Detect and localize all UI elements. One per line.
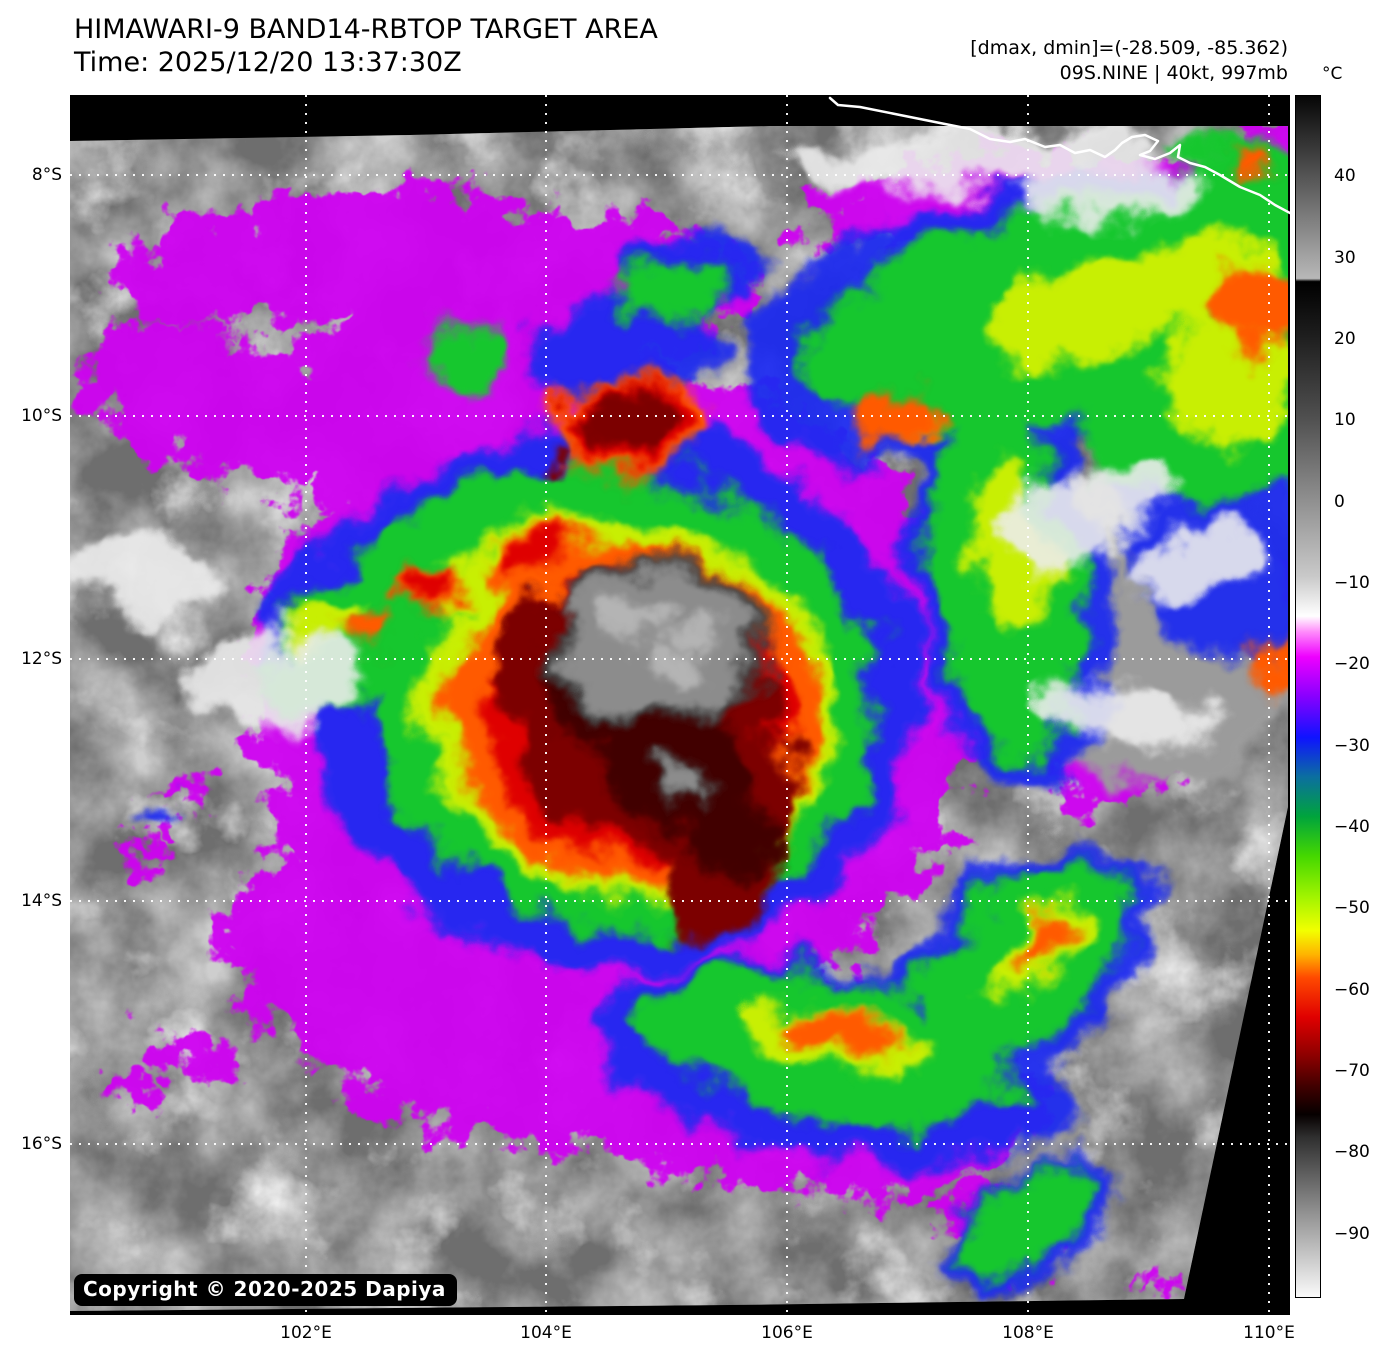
lat-label-14s: 14°S xyxy=(21,891,62,911)
cbar-tick-10: 10 xyxy=(1334,410,1356,430)
title-block: HIMAWARI-9 BAND14-RBTOP TARGET AREA Time… xyxy=(74,14,658,80)
lat-label-10s: 10°S xyxy=(21,406,62,426)
cbar-tick-40: 40 xyxy=(1334,166,1356,186)
cbar-tick-n40: −40 xyxy=(1334,817,1370,837)
cbar-tick-n30: −30 xyxy=(1334,736,1370,756)
lon-label-110e: 110°E xyxy=(1243,1323,1295,1343)
cbar-tick-n90: −90 xyxy=(1334,1224,1370,1244)
dmax-dmin-readout: [dmax, dmin]=(-28.509, -85.362) xyxy=(970,37,1288,59)
colorbar-unit-label: °C xyxy=(1322,64,1343,84)
lon-label-102e: 102°E xyxy=(280,1323,332,1343)
cbar-tick-n70: −70 xyxy=(1334,1061,1370,1081)
lat-label-16s: 16°S xyxy=(21,1134,62,1154)
cbar-tick-n80: −80 xyxy=(1334,1142,1370,1162)
lon-label-104e: 104°E xyxy=(520,1323,572,1343)
product-title: HIMAWARI-9 BAND14-RBTOP TARGET AREA xyxy=(74,14,658,45)
cbar-tick-n20: −20 xyxy=(1334,654,1370,674)
scan-area xyxy=(70,126,1288,1311)
product-time: Time: 2025/12/20 13:37:30Z xyxy=(74,46,462,78)
storm-intensity-readout: 09S.NINE | 40kt, 997mb xyxy=(1059,62,1288,85)
cbar-tick-20: 20 xyxy=(1334,329,1356,349)
cbar-tick-n60: −60 xyxy=(1334,980,1370,1000)
cloud-highlights xyxy=(70,126,1269,748)
cbar-tick-n50: −50 xyxy=(1334,898,1370,918)
coldest-core xyxy=(546,560,766,807)
lon-label-106e: 106°E xyxy=(761,1323,813,1343)
cbar-tick-0: 0 xyxy=(1334,492,1345,512)
lat-label-8s: 8°S xyxy=(31,165,62,185)
cbar-tick-n10: −10 xyxy=(1334,573,1370,593)
lon-label-108e: 108°E xyxy=(1002,1323,1054,1343)
satellite-map xyxy=(70,95,1292,1315)
info-block: [dmax, dmin]=(-28.509, -85.362) 09S.NINE… xyxy=(970,36,1288,86)
satellite-scene xyxy=(70,95,1292,1315)
temperature-colorbar xyxy=(1295,95,1321,1298)
coastline xyxy=(828,96,1292,215)
cbar-tick-30: 30 xyxy=(1334,248,1356,268)
copyright-badge: Copyright © 2020-2025 Dapiya xyxy=(74,1274,457,1306)
lat-label-12s: 12°S xyxy=(21,649,62,669)
